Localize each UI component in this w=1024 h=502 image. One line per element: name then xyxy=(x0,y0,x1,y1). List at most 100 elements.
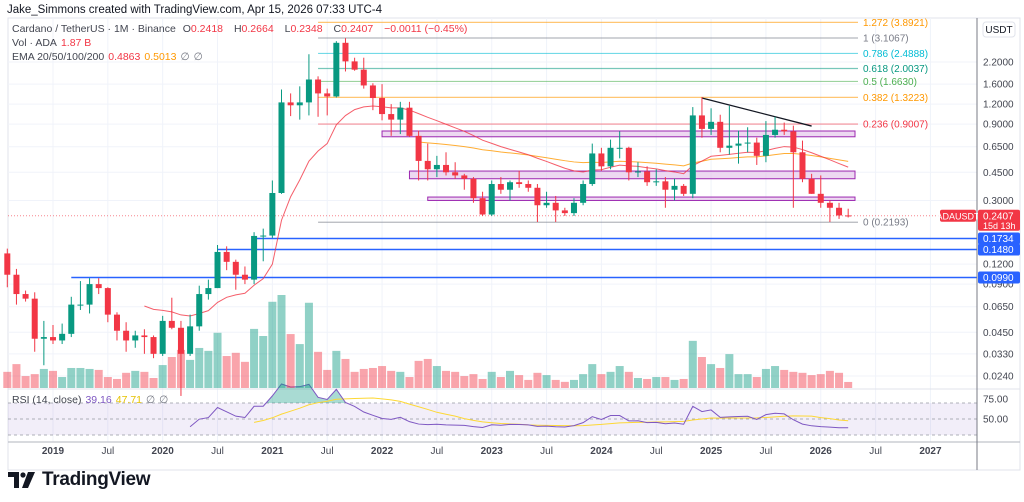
ema-legend[interactable]: EMA 20/50/100/200 0.4863 0.5013 ∅ ∅ xyxy=(12,51,203,63)
candle xyxy=(433,155,440,178)
symbol-title[interactable]: Cardano / TetherUS · 1M · Binance xyxy=(12,23,176,35)
volume-bar xyxy=(341,358,350,388)
candle-body xyxy=(269,192,276,236)
candle-body xyxy=(589,153,596,185)
price-tick-label: 0.0900 xyxy=(983,280,1014,291)
tradingview-logo[interactable]: TradingView xyxy=(8,469,151,491)
ema50-line xyxy=(418,141,849,167)
candle-body xyxy=(251,235,258,280)
candle xyxy=(762,121,769,163)
candle-body xyxy=(68,304,75,334)
candle xyxy=(4,248,11,288)
volume-legend[interactable]: Vol · ADA 1.87 B xyxy=(12,37,92,49)
fib-level-label: 0 (0.2193) xyxy=(863,218,909,229)
price-line-tag-label: 0.1734 xyxy=(983,234,1014,245)
volume-bar xyxy=(240,361,249,388)
candle-body xyxy=(433,164,440,170)
candle-body xyxy=(59,333,66,341)
candle xyxy=(753,137,760,165)
candle xyxy=(278,89,285,194)
candle-body xyxy=(22,294,29,299)
candle xyxy=(241,266,248,285)
volume-bar xyxy=(752,377,761,388)
volume-bar xyxy=(131,370,140,388)
volume-bar xyxy=(359,368,368,388)
time-tick-label: Jul xyxy=(321,446,334,457)
volume-bar xyxy=(679,378,688,388)
candle xyxy=(826,200,833,222)
candle xyxy=(607,139,614,170)
candle-body xyxy=(799,152,806,179)
ema50-value: 0.5013 xyxy=(144,51,177,63)
time-tick-label: Jul xyxy=(760,446,773,457)
candle xyxy=(305,54,312,116)
volume-bar xyxy=(442,370,451,388)
candle-body xyxy=(598,153,605,167)
candle-body xyxy=(360,69,367,86)
candle xyxy=(497,177,504,194)
candle-body xyxy=(315,79,322,94)
candle-body xyxy=(607,147,614,167)
candle-body xyxy=(287,102,294,106)
volume-bar xyxy=(103,377,112,388)
ema20-value: 0.4863 xyxy=(108,51,141,63)
candle xyxy=(159,315,166,356)
volume-bar xyxy=(222,356,231,388)
candle xyxy=(177,320,184,396)
price-tick-label: 1.2000 xyxy=(983,100,1014,111)
candle xyxy=(507,180,513,201)
price-tick-label: 1.6000 xyxy=(983,80,1014,91)
axes[interactable]: USDT 2.2000 1.6000 1.2000 0.9000 0.6500 0.4500… xyxy=(42,18,1020,470)
volume-bar xyxy=(469,374,478,388)
volume-bars xyxy=(3,295,853,388)
candle xyxy=(598,147,605,171)
candle xyxy=(488,180,495,216)
candle xyxy=(790,125,797,208)
candle-body xyxy=(817,193,824,203)
support-zone xyxy=(408,170,856,180)
candle xyxy=(717,114,724,153)
candle xyxy=(315,76,322,117)
candle xyxy=(470,177,477,203)
candle-body xyxy=(479,198,486,215)
candle xyxy=(644,166,651,186)
candle xyxy=(360,57,367,89)
volume-bar xyxy=(615,366,624,388)
candle xyxy=(123,322,130,352)
candle-body xyxy=(296,102,303,106)
candle-body xyxy=(232,261,239,275)
candle-body xyxy=(836,207,843,216)
volume-bar xyxy=(579,374,588,388)
volume-bar xyxy=(652,377,661,388)
fib-level-label: 0.786 (2.4888) xyxy=(863,49,928,60)
fib-level-label: 0.236 (0.9007) xyxy=(863,120,928,131)
volume-bar xyxy=(661,377,670,388)
candle xyxy=(552,195,559,222)
rsi-panel[interactable] xyxy=(8,383,1020,443)
candle xyxy=(744,127,751,153)
price-tick-label: 0.4500 xyxy=(983,168,1014,179)
drawings[interactable]: 1.272 (3.8921) 1 (3.1067) 0.786 (2.4888) 0.… xyxy=(8,18,977,279)
volume-bar xyxy=(286,334,295,388)
currency-label: USDT xyxy=(985,25,1012,36)
candle xyxy=(95,278,102,295)
candle xyxy=(808,173,815,194)
candle xyxy=(251,232,258,285)
price-line-tag xyxy=(978,271,1020,284)
candle xyxy=(799,140,806,183)
rsi-legend[interactable]: RSI (14, close) 39.16 47.71 ∅ ∅ xyxy=(12,394,169,406)
time-tick-label: 2025 xyxy=(700,446,723,457)
fib-level-label: 0.5 (1.6630) xyxy=(863,77,917,88)
price-line-tag xyxy=(978,232,1020,245)
currency-button[interactable] xyxy=(982,21,1016,38)
volume-bar xyxy=(624,371,633,388)
volume-bar xyxy=(304,302,313,388)
candle xyxy=(543,191,550,208)
candle-body xyxy=(552,202,559,211)
candle-body xyxy=(141,335,148,338)
support-zone xyxy=(427,196,856,201)
candle xyxy=(86,278,93,314)
candle-body xyxy=(415,135,422,161)
volume-bar xyxy=(825,370,834,388)
